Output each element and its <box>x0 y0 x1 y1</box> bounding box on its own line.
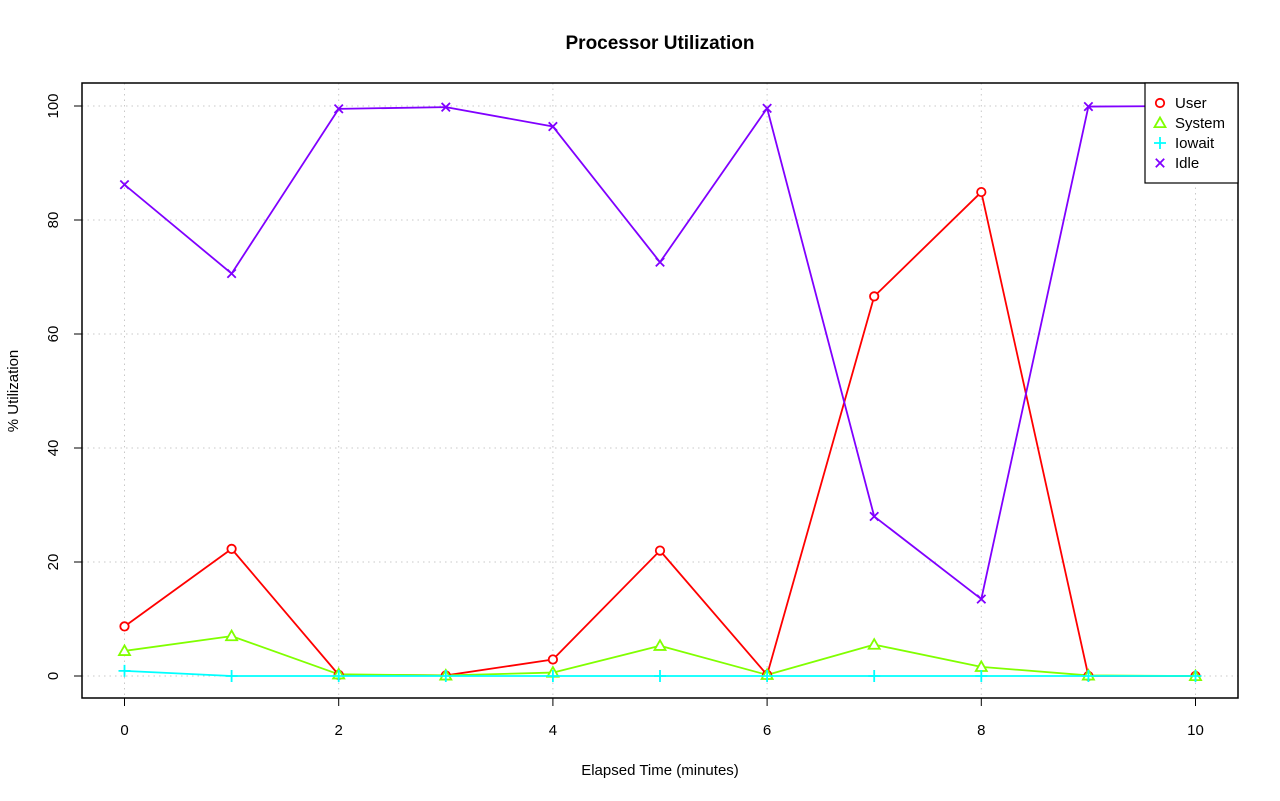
data-point-system <box>117 643 132 656</box>
grid-lines <box>82 83 1238 698</box>
legend-label-idle: Idle <box>1175 155 1199 172</box>
legend-marker-system <box>1152 115 1168 129</box>
legend-label-user: User <box>1175 95 1207 112</box>
data-point-idle <box>869 511 880 522</box>
data-point-iowait <box>654 670 666 682</box>
data-point-iowait <box>1082 670 1095 682</box>
data-point-iowait <box>975 670 988 682</box>
data-point-iowait <box>546 670 559 682</box>
data-point-idle <box>226 268 237 279</box>
x-tick-label: 10 <box>1187 722 1204 739</box>
data-point-idle <box>655 257 665 268</box>
data-point-user <box>119 621 130 632</box>
data-point-user <box>869 291 880 302</box>
data-point-idle <box>548 121 558 132</box>
x-tick-label: 4 <box>549 722 557 739</box>
y-axis-label: % Utilization <box>5 350 22 433</box>
data-point-user <box>226 543 237 554</box>
data-point-user <box>654 545 666 556</box>
data-point-iowait <box>225 670 238 682</box>
y-tick-label: 40 <box>45 440 62 457</box>
data-point-iowait <box>439 670 452 682</box>
chart-title: Processor Utilization <box>566 33 755 54</box>
legend-marker-idle <box>1155 158 1165 168</box>
legend-label-iowait: Iowait <box>1175 135 1215 152</box>
data-point-iowait <box>1189 670 1202 682</box>
data-point-idle <box>1083 101 1094 112</box>
data-point-iowait <box>118 664 131 677</box>
x-tick-label: 0 <box>120 722 128 739</box>
data-point-idle <box>976 594 987 604</box>
data-point-system <box>867 637 882 650</box>
plot-frame <box>81 82 1239 699</box>
y-tick-label: 80 <box>45 212 62 229</box>
series-line-idle <box>123 105 1196 600</box>
legend-label-system: System <box>1175 115 1225 132</box>
y-tick-label: 0 <box>45 672 62 680</box>
data-point-idle <box>333 104 344 114</box>
data-point-iowait <box>332 670 345 682</box>
data-point-system <box>652 638 668 651</box>
data-point-iowait <box>868 670 881 682</box>
data-point-user <box>547 654 559 665</box>
y-tick-label: 100 <box>45 93 62 118</box>
legend-marker-iowait <box>1154 137 1166 149</box>
legend-marker-user <box>1154 97 1166 109</box>
data-point-system <box>224 628 239 642</box>
data-point-idle <box>762 103 772 114</box>
data-point-iowait <box>761 670 774 682</box>
legend: User System Iowait Idle <box>1144 82 1239 184</box>
x-tick-label: 8 <box>977 722 985 739</box>
x-axis-label: Elapsed Time (minutes) <box>581 762 739 779</box>
series-lines <box>117 101 1203 682</box>
data-point-idle <box>440 102 451 112</box>
y-tick-label: 60 <box>45 326 62 343</box>
series-line-user <box>123 191 1196 677</box>
y-tick-label: 20 <box>45 554 62 571</box>
x-tick-label: 2 <box>335 722 343 739</box>
data-point-idle <box>119 179 130 190</box>
x-tick-label: 6 <box>763 722 771 739</box>
data-point-user <box>976 186 987 198</box>
